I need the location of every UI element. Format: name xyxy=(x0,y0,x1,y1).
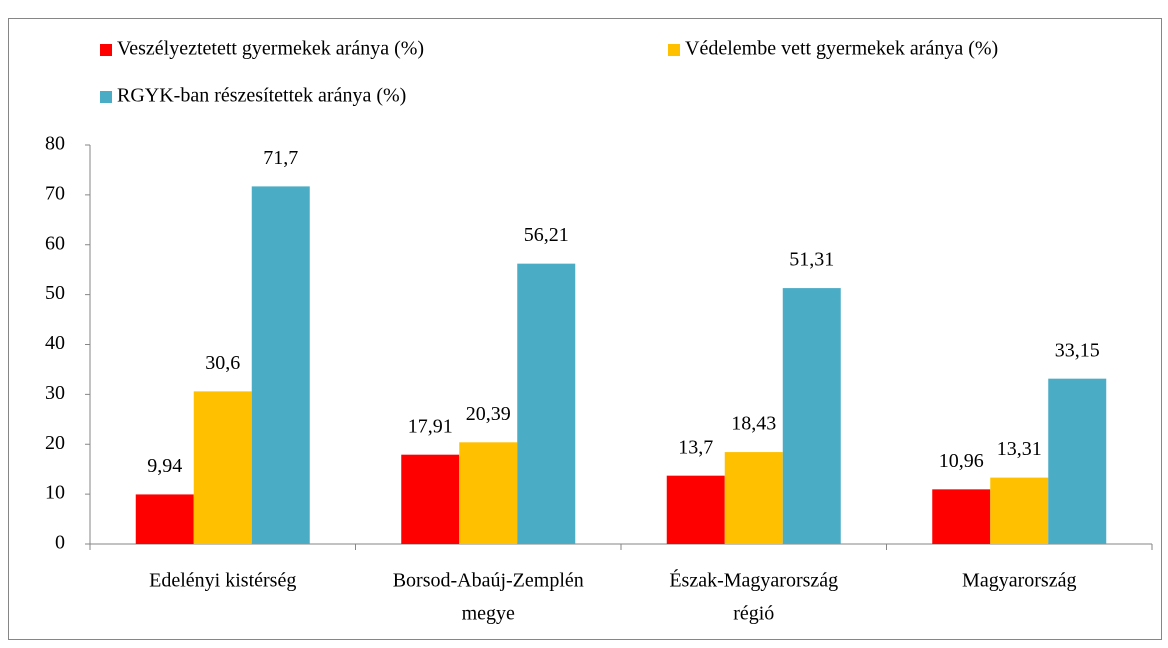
x-tick-label: Edelényi kistérség xyxy=(149,570,296,592)
data-label: 71,7 xyxy=(263,147,298,169)
bar xyxy=(459,442,518,544)
x-tick-label: Magyarország xyxy=(962,570,1076,592)
bar xyxy=(517,263,576,544)
data-label: 30,6 xyxy=(205,352,240,374)
bar xyxy=(990,477,1049,544)
data-label: 18,43 xyxy=(731,413,776,435)
y-tick-label: 40 xyxy=(45,332,65,354)
bar xyxy=(1048,378,1107,544)
data-label: 17,91 xyxy=(408,415,453,437)
legend-label: Veszélyeztetett gyermekek aránya (%) xyxy=(117,38,424,60)
y-tick-label: 0 xyxy=(55,532,65,554)
legend-swatch xyxy=(668,44,680,56)
y-tick-label: 20 xyxy=(45,432,65,454)
data-label: 51,31 xyxy=(789,249,834,271)
data-label: 10,96 xyxy=(939,450,984,472)
chart-border xyxy=(8,18,1162,640)
bar xyxy=(135,494,194,544)
data-label: 13,7 xyxy=(678,436,713,458)
x-tick-label: régió xyxy=(733,603,774,625)
legend-swatch xyxy=(100,91,112,103)
bar xyxy=(782,288,841,544)
bar xyxy=(401,454,460,544)
y-tick-label: 60 xyxy=(45,232,65,254)
data-label: 33,15 xyxy=(1055,339,1100,361)
y-tick-label: 80 xyxy=(45,133,65,155)
x-tick-label: Borsod-Abaúj-Zemplén xyxy=(393,570,584,592)
y-tick-label: 50 xyxy=(45,282,65,304)
legend-label: Védelembe vett gyermekek aránya (%) xyxy=(685,38,998,60)
bar xyxy=(932,489,991,544)
bar xyxy=(666,475,725,544)
y-tick-label: 30 xyxy=(45,382,65,404)
x-tick-label: megye xyxy=(462,603,515,625)
y-tick-label: 10 xyxy=(45,482,65,504)
data-label: 56,21 xyxy=(524,224,569,246)
bar xyxy=(193,391,252,544)
y-tick-label: 70 xyxy=(45,182,65,204)
data-label: 9,94 xyxy=(147,455,182,477)
bar xyxy=(724,452,783,544)
data-label: 13,31 xyxy=(997,438,1042,460)
legend-swatch xyxy=(100,44,112,56)
bar xyxy=(251,186,310,545)
data-label: 20,39 xyxy=(466,403,511,425)
x-tick-label: Észak-Magyarország xyxy=(669,569,838,592)
legend-label: RGYK-ban részesítettek aránya (%) xyxy=(117,85,406,107)
